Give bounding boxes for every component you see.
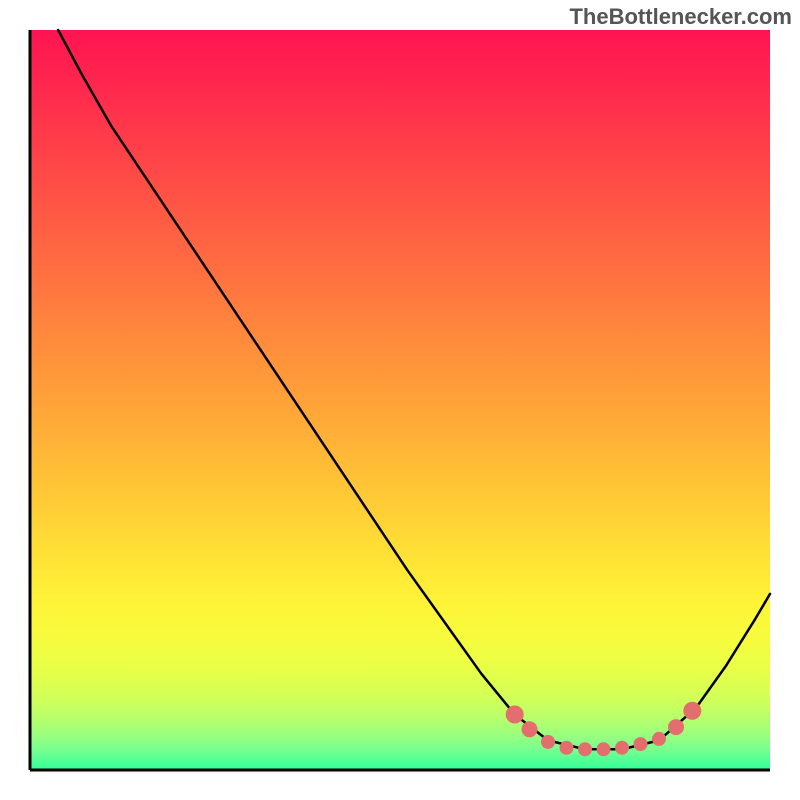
chart-frame: TheBottlenecker.com [0,0,800,800]
watermark-label: TheBottlenecker.com [569,4,792,30]
curve-dot [578,742,592,756]
curve-dot [560,741,574,755]
curve-dot [652,732,666,746]
curve-dot [506,706,524,724]
curve-dot [541,735,555,749]
curve-dot [615,741,629,755]
curve-dot [634,737,648,751]
gradient-background [30,30,770,770]
curve-dot [597,742,611,756]
curve-dot [522,721,538,737]
curve-dot [668,719,684,735]
curve-dot [683,702,701,720]
bottleneck-chart-svg [0,0,800,800]
